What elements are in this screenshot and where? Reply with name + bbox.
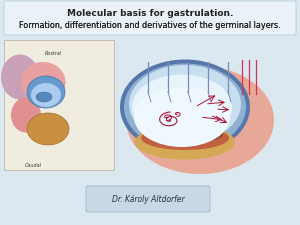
Text: Molecular basis for gastrulation.: Molecular basis for gastrulation. — [67, 9, 233, 18]
Text: Formation, differentiation and derivatives of the germinal layers.: Formation, differentiation and derivativ… — [19, 20, 281, 29]
Ellipse shape — [11, 97, 41, 133]
Ellipse shape — [135, 124, 235, 160]
Text: Dr. Károly Altdorfer: Dr. Károly Altdorfer — [112, 194, 184, 203]
Ellipse shape — [124, 63, 246, 151]
Ellipse shape — [132, 74, 232, 140]
Text: Formation, differentiation and derivatives of the germinal layers.: Formation, differentiation and derivativ… — [19, 20, 281, 29]
Ellipse shape — [31, 83, 61, 107]
FancyBboxPatch shape — [4, 1, 296, 35]
Ellipse shape — [141, 126, 229, 150]
Ellipse shape — [1, 54, 39, 99]
Text: Rostral: Rostral — [44, 51, 62, 56]
Ellipse shape — [129, 65, 241, 143]
Ellipse shape — [27, 76, 65, 108]
Ellipse shape — [134, 87, 230, 147]
FancyBboxPatch shape — [4, 40, 114, 170]
Ellipse shape — [120, 59, 250, 155]
Ellipse shape — [27, 113, 69, 145]
Ellipse shape — [36, 92, 52, 102]
Ellipse shape — [20, 62, 65, 102]
Ellipse shape — [147, 127, 223, 143]
Ellipse shape — [126, 66, 274, 174]
FancyBboxPatch shape — [86, 186, 210, 212]
Text: Caudal: Caudal — [25, 163, 41, 168]
